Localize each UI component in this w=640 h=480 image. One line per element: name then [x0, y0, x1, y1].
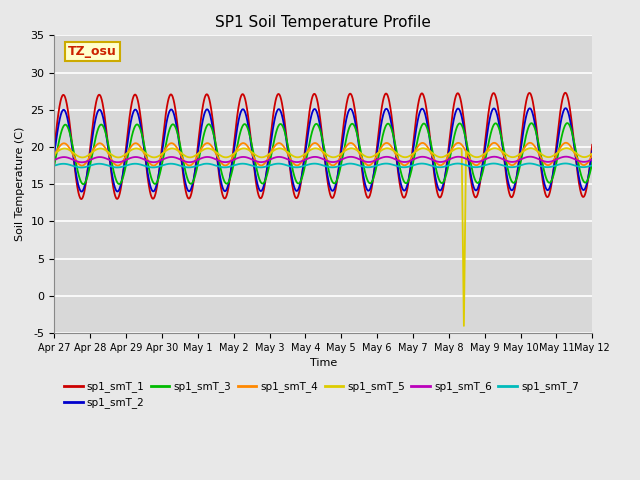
sp1_smT_1 — [588, 142, 596, 148]
sp1_smT_6 — [78, 159, 86, 165]
sp1_smT_4 — [573, 156, 581, 161]
Y-axis label: Soil Temperature (C): Soil Temperature (C) — [15, 127, 25, 241]
sp1_smT_6 — [588, 156, 596, 162]
sp1_smT_1 — [298, 173, 306, 179]
sp1_smT_2 — [77, 189, 85, 194]
Line: sp1_smT_7: sp1_smT_7 — [54, 164, 592, 168]
Line: sp1_smT_1: sp1_smT_1 — [54, 93, 592, 199]
sp1_smT_3 — [588, 160, 596, 166]
sp1_smT_2 — [573, 164, 581, 170]
sp1_smT_3 — [298, 175, 306, 181]
sp1_smT_2 — [588, 148, 596, 154]
sp1_smT_5 — [298, 153, 305, 159]
sp1_smT_5 — [460, 323, 468, 329]
Line: sp1_smT_5: sp1_smT_5 — [54, 148, 592, 326]
sp1_smT_4 — [51, 153, 58, 158]
sp1_smT_3 — [573, 155, 581, 160]
Legend: sp1_smT_1, sp1_smT_2, sp1_smT_3, sp1_smT_4, sp1_smT_5, sp1_smT_6, sp1_smT_7: sp1_smT_1, sp1_smT_2, sp1_smT_3, sp1_smT… — [60, 377, 583, 412]
Line: sp1_smT_2: sp1_smT_2 — [54, 108, 592, 192]
sp1_smT_3 — [312, 121, 320, 127]
sp1_smT_6 — [298, 158, 306, 164]
sp1_smT_6 — [573, 157, 580, 163]
sp1_smT_7 — [51, 163, 58, 168]
Line: sp1_smT_6: sp1_smT_6 — [54, 156, 592, 162]
sp1_smT_6 — [51, 157, 58, 163]
sp1_smT_2 — [78, 189, 86, 194]
sp1_smT_3 — [573, 153, 580, 159]
sp1_smT_2 — [298, 172, 306, 178]
sp1_smT_3 — [563, 120, 571, 126]
Line: sp1_smT_4: sp1_smT_4 — [54, 143, 592, 166]
sp1_smT_4 — [312, 141, 320, 146]
sp1_smT_7 — [78, 165, 86, 170]
sp1_smT_2 — [312, 108, 320, 113]
sp1_smT_4 — [78, 163, 86, 168]
sp1_smT_5 — [573, 151, 580, 156]
sp1_smT_1 — [474, 190, 482, 195]
sp1_smT_3 — [474, 180, 482, 186]
sp1_smT_7 — [573, 163, 581, 169]
sp1_smT_1 — [312, 94, 320, 99]
sp1_smT_4 — [562, 140, 570, 145]
sp1_smT_3 — [79, 181, 87, 187]
sp1_smT_5 — [573, 151, 581, 157]
sp1_smT_7 — [588, 162, 596, 168]
sp1_smT_3 — [78, 180, 86, 186]
sp1_smT_7 — [474, 164, 482, 170]
sp1_smT_6 — [573, 157, 581, 163]
sp1_smT_2 — [573, 162, 580, 168]
sp1_smT_6 — [312, 154, 320, 160]
Text: TZ_osu: TZ_osu — [68, 45, 116, 58]
sp1_smT_7 — [77, 165, 85, 170]
sp1_smT_3 — [51, 162, 58, 168]
sp1_smT_5 — [474, 154, 482, 160]
sp1_smT_2 — [474, 185, 482, 191]
sp1_smT_4 — [474, 162, 482, 168]
sp1_smT_4 — [78, 163, 86, 168]
sp1_smT_4 — [573, 155, 580, 161]
sp1_smT_5 — [563, 145, 570, 151]
sp1_smT_1 — [51, 144, 58, 150]
sp1_smT_1 — [78, 196, 86, 202]
sp1_smT_4 — [298, 158, 306, 164]
sp1_smT_7 — [298, 164, 306, 169]
Title: SP1 Soil Temperature Profile: SP1 Soil Temperature Profile — [216, 15, 431, 30]
sp1_smT_5 — [588, 151, 596, 156]
sp1_smT_1 — [573, 167, 581, 173]
sp1_smT_1 — [573, 165, 580, 170]
sp1_smT_7 — [312, 161, 320, 167]
sp1_smT_1 — [561, 90, 569, 96]
sp1_smT_5 — [78, 155, 86, 160]
Line: sp1_smT_3: sp1_smT_3 — [54, 123, 592, 184]
sp1_smT_1 — [77, 196, 85, 202]
sp1_smT_6 — [562, 154, 570, 159]
sp1_smT_2 — [562, 105, 570, 111]
sp1_smT_5 — [312, 145, 320, 151]
sp1_smT_6 — [474, 159, 482, 165]
sp1_smT_7 — [561, 161, 569, 167]
sp1_smT_4 — [588, 152, 596, 158]
X-axis label: Time: Time — [310, 359, 337, 369]
sp1_smT_2 — [51, 150, 58, 156]
sp1_smT_7 — [573, 163, 580, 169]
sp1_smT_6 — [78, 159, 86, 165]
sp1_smT_5 — [51, 151, 58, 157]
